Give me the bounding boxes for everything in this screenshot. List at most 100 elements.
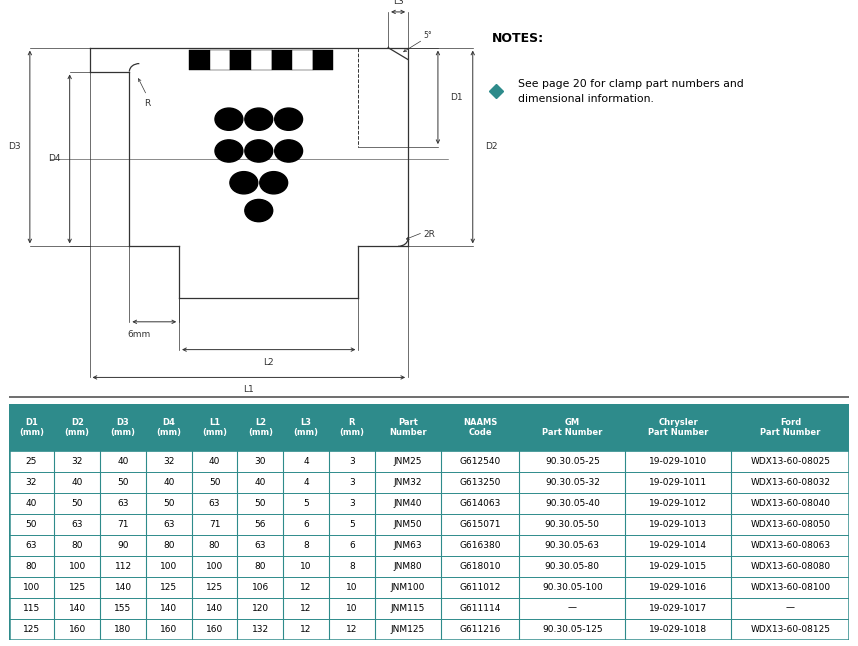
Text: D2: D2 (486, 143, 498, 152)
Text: See page 20 for clamp part numbers and
dimensional information.: See page 20 for clamp part numbers and d… (518, 79, 744, 104)
Text: 160: 160 (206, 625, 223, 634)
Text: 40: 40 (71, 478, 83, 487)
Text: 90: 90 (118, 541, 129, 550)
Text: JNM50: JNM50 (394, 520, 422, 529)
Text: —: — (568, 603, 577, 612)
Bar (272, 50, 293, 70)
Bar (189, 50, 209, 70)
Text: 40: 40 (208, 457, 221, 466)
Text: D2
(mm): D2 (mm) (64, 417, 90, 437)
Text: 155: 155 (114, 603, 131, 612)
Text: 106: 106 (251, 583, 269, 592)
Text: 115: 115 (23, 603, 40, 612)
Bar (9, 577, 849, 598)
Bar (313, 50, 334, 70)
Text: JNM125: JNM125 (390, 625, 425, 634)
Text: 80: 80 (26, 561, 37, 570)
Text: JNM80: JNM80 (394, 561, 422, 570)
Text: WDX13-60-08063: WDX13-60-08063 (751, 541, 831, 550)
Text: D3
(mm): D3 (mm) (111, 417, 136, 437)
Text: 63: 63 (71, 520, 83, 529)
Text: 3: 3 (349, 457, 354, 466)
Text: JNM63: JNM63 (394, 541, 422, 550)
Text: 125: 125 (160, 583, 178, 592)
Text: 32: 32 (26, 478, 37, 487)
Circle shape (215, 108, 243, 130)
Text: WDX13-60-08040: WDX13-60-08040 (751, 499, 831, 508)
Bar (293, 50, 313, 70)
Bar (9, 451, 849, 472)
Text: 80: 80 (208, 541, 221, 550)
Text: 80: 80 (71, 541, 83, 550)
Text: 40: 40 (255, 478, 266, 487)
Text: 180: 180 (114, 625, 131, 634)
Bar (9, 493, 849, 514)
Text: 12: 12 (300, 603, 311, 612)
Text: 5: 5 (303, 499, 309, 508)
Text: 8: 8 (303, 541, 309, 550)
Text: 90.30.05-63: 90.30.05-63 (545, 541, 600, 550)
Text: 71: 71 (118, 520, 129, 529)
Bar (9, 556, 849, 577)
Text: NOTES:: NOTES: (492, 32, 544, 45)
Bar (209, 50, 230, 70)
Text: G614063: G614063 (460, 499, 501, 508)
Bar (9, 598, 849, 619)
Text: GM
Part Number: GM Part Number (542, 417, 602, 437)
Text: G615071: G615071 (459, 520, 501, 529)
Text: D1: D1 (450, 93, 463, 102)
Text: 19-029-1013: 19-029-1013 (650, 520, 708, 529)
Circle shape (245, 108, 273, 130)
Text: 6: 6 (303, 520, 309, 529)
Text: 32: 32 (163, 457, 174, 466)
Text: 40: 40 (118, 457, 129, 466)
Text: 10: 10 (346, 603, 358, 612)
Text: 12: 12 (300, 583, 311, 592)
Text: 50: 50 (255, 499, 266, 508)
Circle shape (275, 140, 303, 162)
Text: 120: 120 (251, 603, 269, 612)
Text: 90.30.05-80: 90.30.05-80 (545, 561, 600, 570)
Text: L1
(mm): L1 (mm) (202, 417, 227, 437)
Circle shape (215, 140, 243, 162)
Bar (9, 404, 849, 451)
Text: 10: 10 (300, 561, 311, 570)
Text: 19-029-1012: 19-029-1012 (650, 499, 707, 508)
Text: R
(mm): R (mm) (340, 417, 365, 437)
Bar (230, 50, 251, 70)
Text: 40: 40 (163, 478, 174, 487)
Text: 19-029-1010: 19-029-1010 (650, 457, 708, 466)
Text: D3: D3 (9, 143, 21, 152)
Text: 71: 71 (208, 520, 221, 529)
Text: JNM32: JNM32 (394, 478, 422, 487)
Text: 50: 50 (208, 478, 221, 487)
Bar (9, 619, 849, 640)
Text: 125: 125 (69, 583, 86, 592)
Text: G612540: G612540 (460, 457, 501, 466)
Circle shape (275, 108, 303, 130)
Text: 80: 80 (163, 541, 174, 550)
Text: WDX13-60-08080: WDX13-60-08080 (751, 561, 831, 570)
Text: 140: 140 (206, 603, 223, 612)
Text: 50: 50 (71, 499, 83, 508)
Bar (251, 50, 272, 70)
Text: 63: 63 (255, 541, 266, 550)
Circle shape (245, 200, 273, 222)
Text: L1: L1 (244, 386, 254, 394)
Text: JNM40: JNM40 (394, 499, 422, 508)
Text: 19-029-1014: 19-029-1014 (650, 541, 707, 550)
Circle shape (260, 172, 287, 194)
Text: 3: 3 (349, 478, 354, 487)
Text: 32: 32 (71, 457, 83, 466)
Text: L2
(mm): L2 (mm) (248, 417, 273, 437)
Text: 2R: 2R (423, 230, 435, 239)
Text: 50: 50 (26, 520, 37, 529)
Text: 132: 132 (251, 625, 269, 634)
Text: WDX13-60-08125: WDX13-60-08125 (751, 625, 831, 634)
Text: 50: 50 (163, 499, 174, 508)
Bar (9, 514, 849, 535)
Text: 160: 160 (160, 625, 178, 634)
Text: G618010: G618010 (459, 561, 501, 570)
Text: 140: 140 (114, 583, 131, 592)
Text: 80: 80 (255, 561, 266, 570)
